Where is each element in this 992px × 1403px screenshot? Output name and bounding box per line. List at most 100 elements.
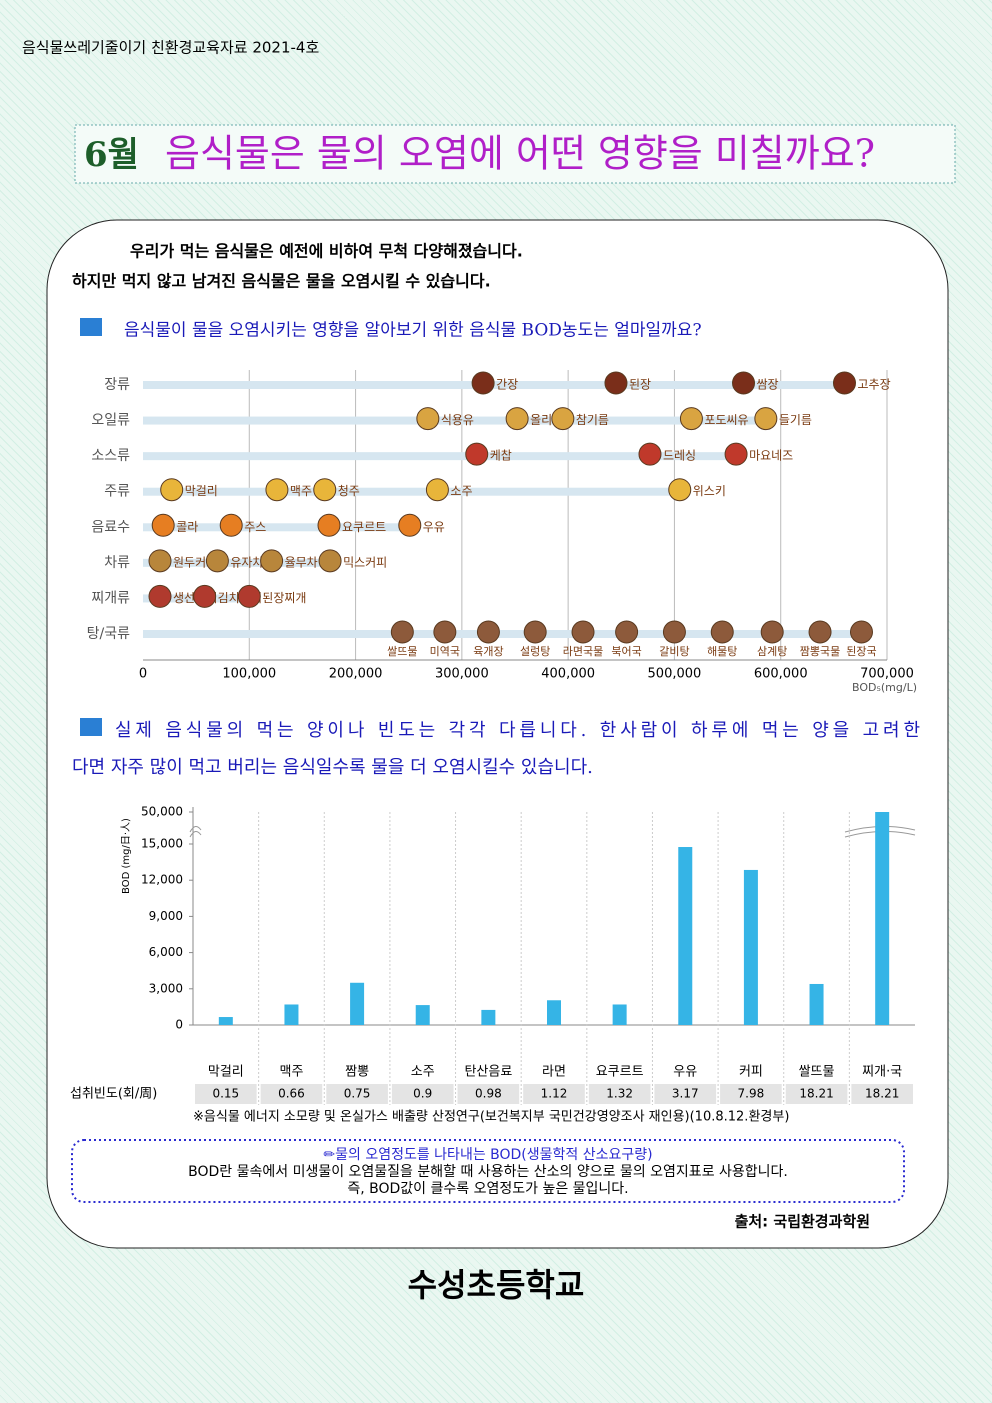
bar: [218, 1017, 233, 1025]
panel: [46, 219, 949, 1249]
food-icon: [237, 584, 261, 608]
food-label: 고추장: [857, 378, 890, 392]
y-axis-label: BOD (mg/日·人): [120, 818, 132, 894]
bar: [547, 1000, 561, 1025]
food-label: 쌈장: [757, 378, 779, 392]
x-tick-label: 막걸리: [208, 1065, 244, 1080]
food-icon: [476, 620, 500, 644]
section-heading: 다면 자주 많이 먹고 버리는 음식일수록 물을 더 오염시킬수 있습니다.: [72, 757, 593, 778]
x-tick-label: 700,000: [860, 667, 914, 682]
food-icon: [808, 620, 832, 644]
bar: [612, 1004, 627, 1025]
row-label: 소스류: [91, 448, 130, 464]
y-tick-label: 50,000: [141, 805, 183, 819]
food-label: 콜라: [176, 520, 198, 534]
citation: ※음식물 에너지 소모량 및 온실가스 배출량 산정연구(보건복지부 국민건강영…: [193, 1110, 789, 1125]
bar: [415, 1005, 430, 1025]
food-icon: [710, 620, 734, 644]
food-label: 위스키: [693, 484, 726, 498]
food-icon: [465, 442, 489, 466]
note-box: [71, 1139, 905, 1203]
food-icon: [523, 620, 547, 644]
x-tick-label: 탄산음료: [464, 1065, 512, 1080]
food-icon: [148, 584, 172, 608]
food-label: 해물탕: [707, 644, 737, 658]
food-label: 짬뽕국물: [800, 645, 840, 658]
row-band: [143, 630, 862, 638]
food-icon: [724, 442, 748, 466]
food-label: 믹스커피: [343, 555, 387, 569]
table-cell: [654, 1084, 717, 1104]
food-label: 갈비탕: [659, 644, 689, 658]
row-label: 탕/국류: [87, 626, 130, 642]
food-label: 들기름: [779, 413, 812, 427]
axis-break: [189, 826, 202, 838]
food-label: 육개장: [473, 645, 503, 658]
table-value: 7.98: [738, 1087, 765, 1101]
x-tick-label: 500,000: [648, 667, 702, 682]
food-label: 유자차: [230, 555, 263, 569]
food-icon: [148, 549, 172, 573]
food-label: 된장찌개: [262, 591, 306, 605]
food-label: 요쿠르트: [342, 520, 386, 534]
food-icon: [754, 407, 778, 431]
row-band: [143, 452, 737, 461]
table-value: 1.32: [606, 1087, 633, 1101]
table-cell: [457, 1084, 520, 1104]
table-cell: [851, 1084, 913, 1104]
food-label: 라면국물: [563, 645, 603, 658]
food-icon: [318, 549, 342, 573]
food-label: 포도씨유: [704, 413, 748, 427]
table-cell: [523, 1084, 585, 1104]
table-value: 0.66: [278, 1087, 305, 1101]
food-label: 율무차: [285, 555, 318, 569]
food-label: 북어국: [611, 645, 641, 658]
food-label: 참기름: [576, 413, 609, 427]
table-label: 섭취빈도(회/周): [70, 1087, 157, 1102]
food-label: 미역국: [430, 645, 460, 658]
food-icon: [604, 371, 628, 395]
x-axis-label: BOD₅(mg/L): [852, 681, 917, 694]
x-tick-label: 400,000: [541, 667, 595, 682]
food-icon: [849, 620, 873, 644]
table-value: 3.17: [672, 1087, 699, 1101]
x-tick-label: 요쿠르트: [596, 1065, 644, 1080]
table-value: 0.15: [212, 1087, 239, 1101]
note-text: 즉, BOD값이 클수록 오염정도가 높은 물입니다.: [347, 1181, 628, 1197]
note-title: ✏물의 오염정도를 나타내는 BOD(생물학적 산소요구량): [323, 1147, 652, 1163]
food-icon: [571, 620, 595, 644]
table-cell: [195, 1084, 257, 1104]
food-icon: [390, 620, 414, 644]
food-label: 간장: [496, 378, 518, 392]
food-icon: [760, 620, 784, 644]
title-month: 6월: [84, 135, 139, 175]
food-label: 주스: [244, 520, 266, 534]
food-label: 막걸리: [185, 484, 218, 498]
food-icon: [425, 478, 449, 502]
y-tick-label: 9,000: [149, 909, 183, 923]
food-icon: [317, 513, 341, 537]
table-cell: [588, 1084, 651, 1104]
food-icon: [313, 478, 337, 502]
food-icon: [471, 371, 495, 395]
row-label: 음료수: [91, 519, 130, 535]
bar: [284, 1004, 299, 1025]
x-tick-label: 소주: [411, 1065, 435, 1080]
x-tick-label: 찌개·국: [862, 1065, 902, 1080]
intro: 우리가 먹는 음식물은 예전에 비하여 무척 다양해졌습니다.: [130, 242, 523, 261]
x-tick-label: 쌀뜨물: [799, 1065, 835, 1080]
x-tick-label: 짬뽕: [345, 1065, 369, 1080]
food-icon: [551, 407, 575, 431]
x-tick-label: 100,000: [222, 667, 276, 682]
food-label: 쌀뜨물: [387, 645, 417, 658]
source: 출처: 국립환경과학원: [735, 1213, 870, 1231]
section-heading: 음식물이 물을 오염시키는 영향을 알아보기 위한 음식물 BOD농도는 얼마일…: [124, 321, 702, 341]
table-value: 0.98: [475, 1087, 502, 1101]
table-value: 0.75: [344, 1087, 371, 1101]
row-band: [143, 558, 331, 567]
food-icon: [398, 513, 422, 537]
x-tick-label: 커피: [739, 1065, 763, 1080]
x-tick-label: 200,000: [329, 667, 383, 682]
table-value: 0.9: [413, 1087, 432, 1101]
